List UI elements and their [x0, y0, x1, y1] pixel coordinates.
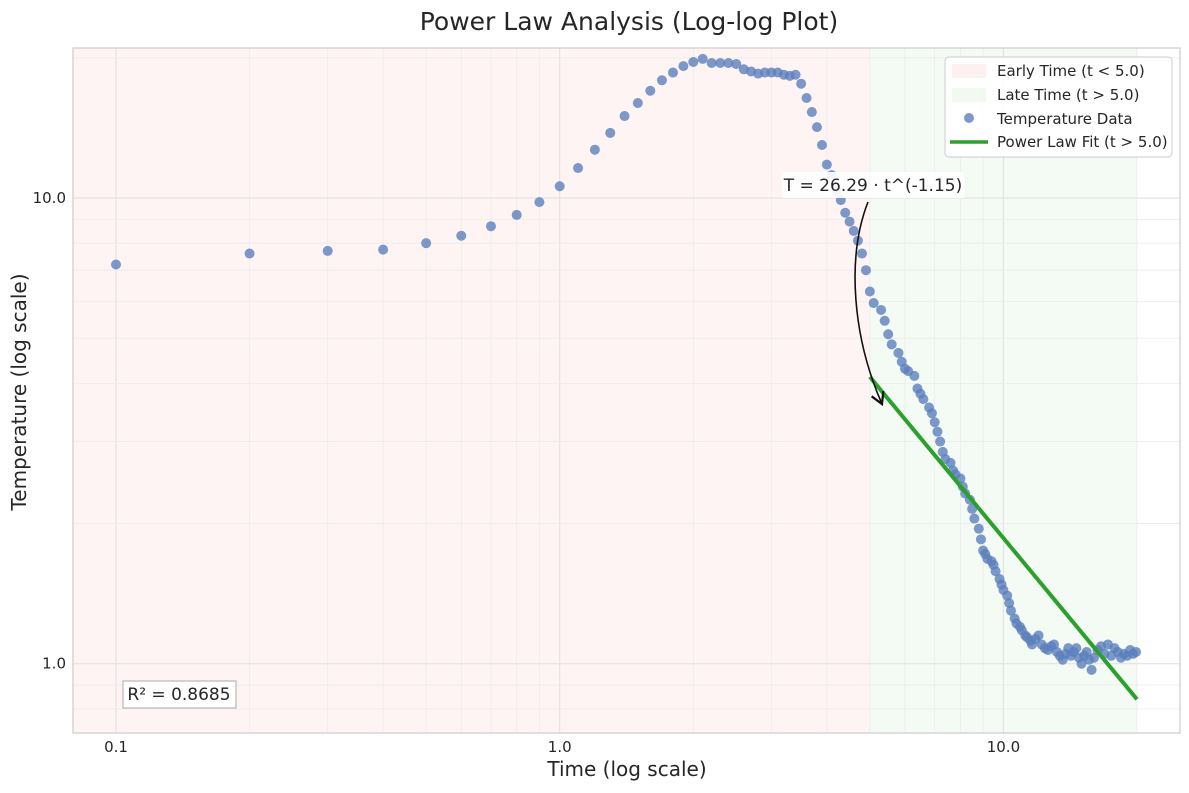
- data-point: [926, 408, 937, 419]
- x-axis-label: Time (log scale): [546, 757, 706, 781]
- data-point: [1081, 646, 1092, 657]
- data-point: [1048, 639, 1059, 650]
- x-tick-label: 10.0: [987, 738, 1020, 756]
- data-point: [731, 59, 742, 70]
- legend-label-late: Late Time (t > 5.0): [997, 86, 1139, 104]
- early-time-region: [73, 48, 870, 733]
- data-point: [868, 298, 879, 309]
- data-point: [860, 265, 871, 276]
- data-point: [456, 230, 467, 241]
- data-point: [929, 417, 940, 428]
- data-point: [816, 139, 827, 150]
- data-point: [883, 329, 894, 340]
- r-squared-label: R² = 0.8685: [127, 685, 230, 705]
- data-point: [573, 163, 584, 174]
- axes-border: [72, 47, 1181, 734]
- data-point: [723, 57, 734, 68]
- legend-swatch-early: [952, 64, 986, 78]
- legend: Early Time (t < 5.0) Late Time (t > 5.0)…: [944, 56, 1173, 158]
- data-point: [790, 69, 801, 80]
- data-point: [667, 67, 678, 78]
- data-point: [244, 248, 255, 259]
- data-point: [796, 78, 807, 89]
- data-point: [1076, 658, 1087, 669]
- chart-title: Power Law Analysis (Log-log Plot): [420, 7, 838, 36]
- data-point: [421, 238, 432, 249]
- fit-line: [868, 375, 1139, 701]
- y-axis-label: Temperature (log scale): [7, 273, 31, 511]
- data-point: [876, 304, 887, 315]
- legend-label-fit: Power Law Fit (t > 5.0): [997, 133, 1168, 151]
- data-point: [1005, 605, 1016, 616]
- data-point: [811, 122, 822, 133]
- data-point: [864, 286, 875, 297]
- r-squared-annotation: R² = 0.8685: [122, 680, 237, 709]
- data-point: [844, 216, 855, 227]
- data-point: [678, 61, 689, 72]
- data-point: [879, 315, 890, 326]
- tick-labels: 0.1 1.0 10.0 1.0 10.0: [33, 189, 1021, 756]
- data-point: [1033, 630, 1044, 641]
- data-point: [322, 245, 333, 256]
- data-point: [893, 347, 904, 358]
- data-point: [656, 75, 667, 86]
- data-point: [589, 144, 600, 155]
- data-point: [1071, 643, 1082, 654]
- x-tick-label: 0.1: [104, 738, 128, 756]
- data-point: [688, 56, 699, 67]
- data-point: [111, 259, 121, 270]
- power-law-fit-line: [868, 375, 1139, 701]
- data-point: [511, 209, 522, 220]
- data-point: [697, 53, 708, 64]
- data-point: [856, 248, 867, 259]
- legend-label-data: Temperature Data: [996, 110, 1133, 128]
- legend-label-early: Early Time (t < 5.0): [997, 62, 1145, 80]
- data-point: [534, 197, 545, 208]
- shaded-regions: [73, 48, 1137, 733]
- grid-lines: [73, 48, 1180, 733]
- data-point: [1086, 664, 1097, 675]
- data-point: [1089, 652, 1099, 663]
- data-point: [645, 85, 656, 96]
- equation-label: T = 26.29 · t^(-1.15): [783, 176, 962, 196]
- data-point: [619, 111, 630, 122]
- data-point: [378, 244, 389, 255]
- plot-background: [73, 48, 1180, 733]
- data-point: [1131, 646, 1142, 657]
- data-point: [969, 513, 980, 524]
- equation-annotation: T = 26.29 · t^(-1.15): [782, 172, 964, 407]
- data-point: [632, 98, 643, 108]
- equation-arrow: [854, 201, 885, 407]
- data-point: [806, 107, 817, 118]
- data-point: [973, 523, 984, 534]
- x-tick-label: 1.0: [548, 738, 572, 756]
- data-point: [848, 225, 859, 236]
- legend-marker-data: [964, 113, 974, 123]
- data-point: [715, 57, 726, 68]
- data-point: [821, 159, 832, 170]
- data-point: [1004, 598, 1015, 609]
- data-point: [909, 370, 920, 381]
- plot-area: [73, 48, 1180, 733]
- data-point: [605, 127, 616, 138]
- data-point: [886, 339, 897, 350]
- data-point: [932, 426, 943, 437]
- y-tick-label: 10.0: [33, 189, 66, 207]
- data-point: [975, 534, 986, 545]
- legend-swatch-late: [952, 88, 986, 102]
- data-point: [801, 93, 812, 103]
- y-tick-label: 1.0: [42, 655, 66, 673]
- data-point: [990, 566, 1001, 577]
- data-point: [840, 207, 851, 218]
- data-point: [918, 394, 929, 405]
- data-point: [706, 57, 717, 68]
- plot-frame: [72, 47, 1181, 734]
- data-point: [554, 181, 565, 192]
- data-point: [945, 457, 956, 468]
- data-point: [485, 221, 496, 232]
- data-point: [935, 436, 946, 447]
- temperature-data-points: [111, 53, 1142, 675]
